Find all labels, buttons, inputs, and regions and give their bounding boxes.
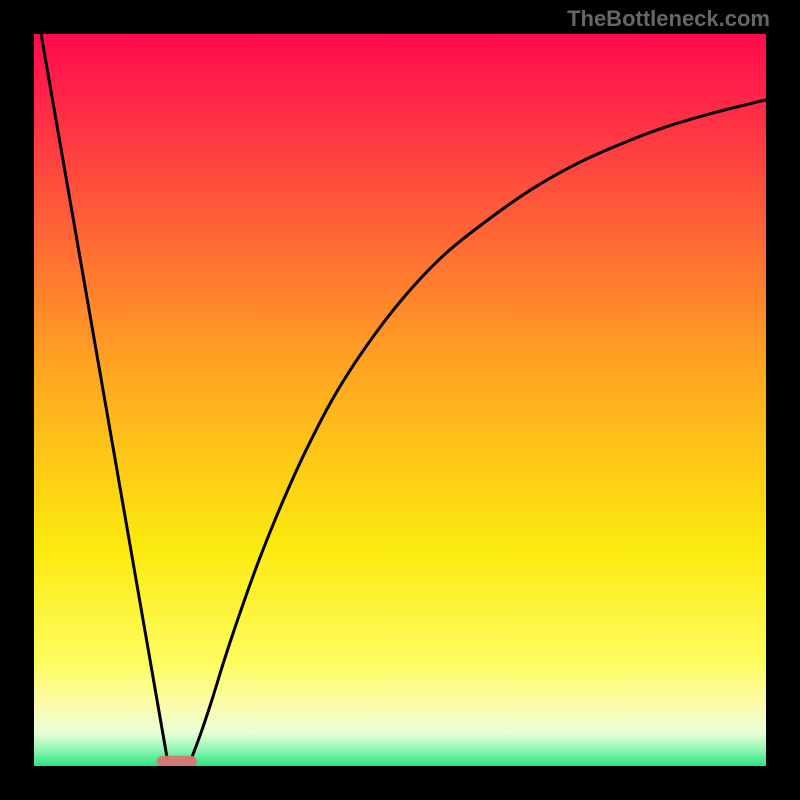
chart-root: TheBottleneck.com (0, 0, 800, 800)
source-watermark: TheBottleneck.com (567, 6, 770, 32)
bottleneck-curve-plot (34, 34, 766, 766)
